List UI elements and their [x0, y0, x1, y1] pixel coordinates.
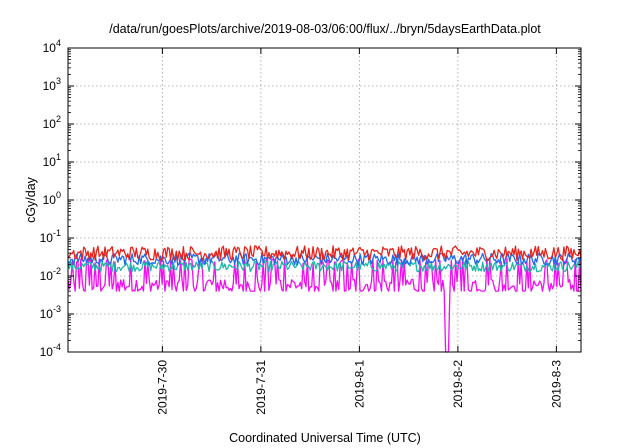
series-layer: [67, 245, 582, 353]
grid-lines: [68, 48, 581, 352]
y-tick-label: 104: [43, 38, 61, 55]
y-tick-label: 10-1: [40, 228, 61, 245]
y-tick-label: 102: [43, 114, 61, 131]
y-tick-labels: 10-4 10-3 10-2 10-1 100 101 102 103 104: [40, 38, 61, 359]
y-axis-label: cGy/day: [24, 176, 38, 223]
x-tick-label: 2019-7-30: [155, 360, 169, 415]
y-tick-label: 10-2: [40, 266, 61, 283]
x-tick-label: 2019-8-1: [352, 360, 366, 408]
series-line: [67, 245, 582, 261]
y-tick-label: 101: [43, 152, 61, 169]
x-tick-label: 2019-8-2: [451, 360, 465, 408]
y-tick-label: 103: [43, 76, 61, 93]
series-line: [67, 257, 582, 353]
y-tick-label: 10-3: [40, 304, 61, 321]
plot-frame: [67, 47, 582, 353]
series-line: [67, 252, 582, 266]
series-line: [67, 260, 582, 273]
x-axis-label: Coordinated Universal Time (UTC): [229, 431, 421, 445]
chart-title: /data/run/goesPlots/archive/2019-08-03/0…: [109, 22, 541, 36]
y-tick-label: 10-4: [40, 342, 61, 359]
x-tick-label: 2019-7-31: [254, 360, 268, 415]
y-tick-label: 100: [43, 190, 61, 207]
x-tick-labels: 2019-7-30 2019-7-31 2019-8-1 2019-8-2 2019-8…: [155, 360, 563, 415]
x-tick-label: 2019-8-3: [549, 360, 563, 408]
axes: [67, 47, 582, 353]
